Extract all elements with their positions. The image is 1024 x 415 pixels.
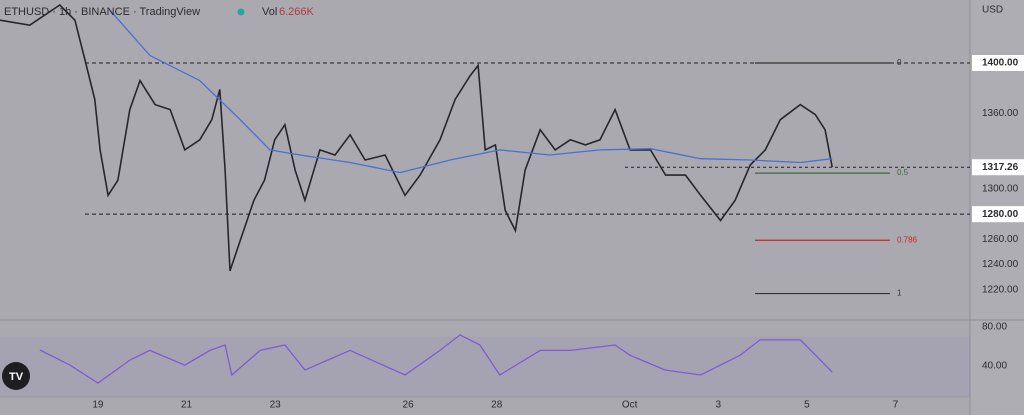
x-tick-label: 23 <box>270 400 282 411</box>
x-tick-label: 21 <box>181 400 193 411</box>
status-dot <box>237 8 245 16</box>
fib-label: 0.5 <box>897 168 909 177</box>
series-line <box>39 334 833 384</box>
fib-label: 0 <box>897 58 902 67</box>
vol-label: Vol <box>262 6 277 18</box>
x-tick-label: 26 <box>403 400 415 411</box>
currency: USD <box>982 5 1003 16</box>
y-tick-label: 80.00 <box>982 321 1007 332</box>
x-tick-label: 5 <box>804 400 810 411</box>
y-tick-label: 1300.00 <box>982 184 1019 195</box>
plot-background <box>0 0 970 415</box>
y-tick-label: 1220.00 <box>982 284 1019 295</box>
svg-text:TV: TV <box>9 371 24 383</box>
symbol: ETHUSD · 1h · BINANCE · TradingView <box>4 6 200 18</box>
y-tick-label: 1240.00 <box>982 259 1019 270</box>
vol-value: 6.266K <box>279 6 315 18</box>
rsi-band <box>0 336 970 397</box>
chart-layer: 1360.00 1300.00 1260.00 1240.00 1220.00 19 21 2… <box>0 3 1024 411</box>
x-tick-label: 7 <box>893 400 899 411</box>
logo[interactable]: TV <box>2 362 30 390</box>
level-box <box>972 206 1024 223</box>
y-tick-label: 1360.00 <box>982 108 1019 119</box>
y-tick-label: 40.00 <box>982 361 1007 372</box>
x-tick-label: Oct <box>622 400 638 411</box>
last-price-label: 1317.26 <box>982 162 1019 173</box>
y-tick-label: 1260.00 <box>982 234 1019 245</box>
level-label: 1400.00 <box>982 58 1019 69</box>
last-price-box <box>972 159 1024 176</box>
fib-label: 1 <box>897 289 902 298</box>
series-line <box>0 3 833 272</box>
level-label: 1280.00 <box>982 209 1019 220</box>
series-line <box>109 9 833 174</box>
x-tick-label: 19 <box>92 400 104 411</box>
level-box <box>972 54 1024 71</box>
x-tick-label: 28 <box>491 400 503 411</box>
x-tick-label: 3 <box>716 400 722 411</box>
fib-label: 0.786 <box>897 235 918 244</box>
